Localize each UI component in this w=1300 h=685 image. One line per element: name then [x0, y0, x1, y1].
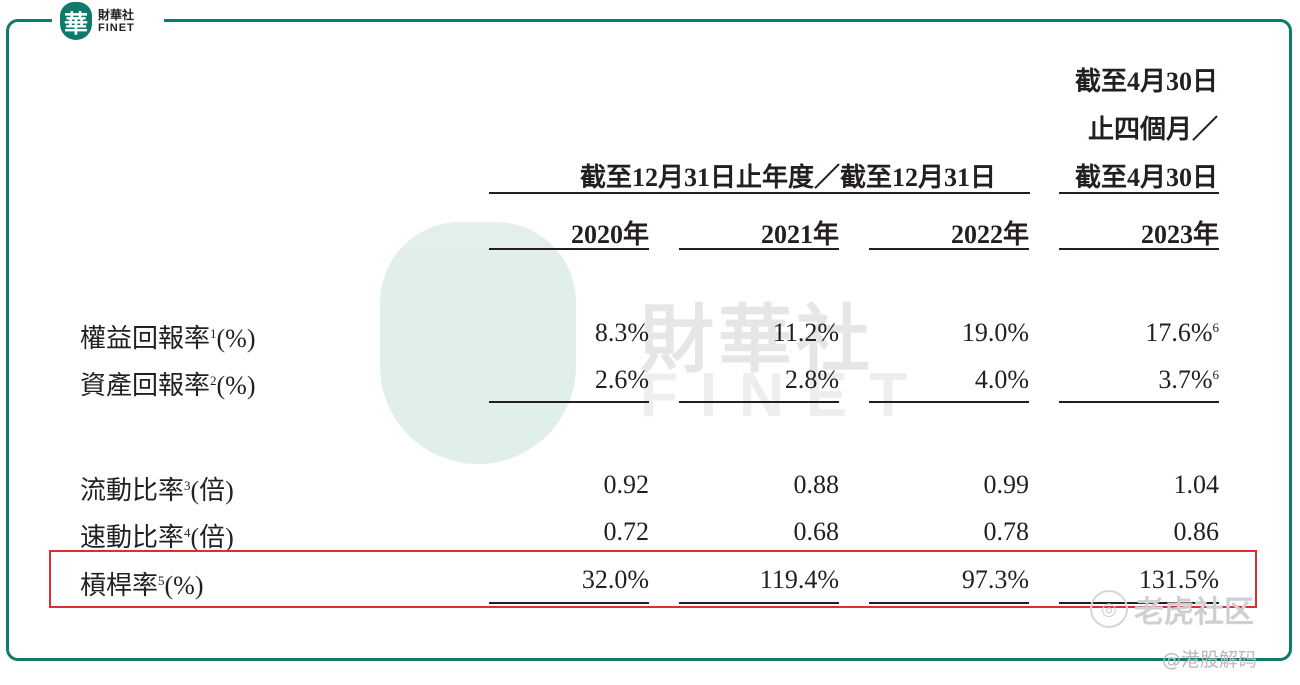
logo-seal-icon: 華 [60, 2, 92, 40]
row-label-roe: 權益回報率1(%) [80, 324, 256, 353]
cell-roe-2020: 8.3% [594, 318, 649, 347]
cell-current-2023: 1.04 [1173, 470, 1220, 499]
cell-roa-2021: 2.8% [784, 365, 839, 394]
leverage-highlight-box [49, 550, 1257, 608]
header-group-interim-line3: 截至4月30日 [1074, 163, 1218, 192]
row-note: 3 [184, 478, 191, 493]
section-rule-2020 [489, 401, 649, 403]
year-2021: 2021年 [760, 220, 839, 249]
tiger-logo-icon: ◎ [1090, 590, 1128, 628]
cell-roe-2021: 11.2% [772, 318, 839, 347]
logo-name-en: FINET [98, 21, 135, 34]
logo-text: 財華社 FINET [98, 9, 135, 34]
row-label-leverage: 槓桿率5(%) [80, 571, 204, 600]
year-rule-2020 [489, 248, 649, 250]
cell-quick-2022: 0.78 [983, 517, 1030, 546]
row-note: 1 [210, 326, 217, 341]
cell-quick-2020: 0.72 [603, 517, 650, 546]
cell-leverage-2021: 119.4% [759, 565, 839, 594]
row-label-roa: 資產回報率2(%) [80, 371, 256, 400]
section-rule-2022 [869, 401, 1029, 403]
year-rule-2022 [869, 248, 1029, 250]
header-group-interim-line2: 止四個月／ [1087, 115, 1218, 144]
finet-logo: 華 財華社 FINET [52, 0, 164, 42]
cell-quick-2023: 0.86 [1173, 517, 1220, 546]
bottom-rule-2020 [489, 602, 649, 604]
bottom-rule-2021 [679, 602, 839, 604]
bottom-rule-2023 [1059, 602, 1219, 604]
cell-leverage-2020: 32.0% [581, 565, 649, 594]
cell-current-2020: 0.92 [603, 470, 650, 499]
year-rule-2021 [679, 248, 839, 250]
watermark-name-cn: 財華社 [640, 297, 874, 383]
row-note: 2 [210, 373, 217, 388]
row-label-current-ratio: 流動比率3(倍) [80, 476, 234, 505]
cell-leverage-2023: 131.5% [1138, 565, 1219, 594]
year-2023: 2023年 [1140, 220, 1219, 249]
author-credit: @港股解码 [1162, 649, 1258, 671]
logo-name-cn: 財華社 [98, 7, 135, 22]
header-group-annual-rule [489, 192, 1030, 194]
tiger-text: 老虎社区 [1134, 595, 1254, 630]
year-rule-2023 [1059, 248, 1219, 250]
section-rule-2023 [1059, 401, 1219, 403]
header-group-interim-line1: 截至4月30日 [1074, 67, 1218, 96]
watermark-seal-icon: 華 [380, 222, 576, 464]
year-2020: 2020年 [570, 220, 649, 249]
cell-quick-2021: 0.68 [793, 517, 840, 546]
page-frame [6, 19, 1292, 661]
cell-current-2022: 0.99 [983, 470, 1030, 499]
section-rule-2021 [679, 401, 839, 403]
cell-roe-2022: 19.0% [961, 318, 1029, 347]
year-2022: 2022年 [950, 220, 1029, 249]
bottom-rule-2022 [869, 602, 1029, 604]
cell-leverage-2022: 97.3% [961, 565, 1029, 594]
cell-note: 6 [1212, 367, 1220, 382]
cell-roe-2023: 17.6%6 [1145, 318, 1220, 347]
cell-note: 6 [1212, 320, 1220, 335]
cell-roa-2023: 3.7%6 [1158, 365, 1220, 394]
cell-roa-2022: 4.0% [974, 365, 1029, 394]
cell-roa-2020: 2.6% [594, 365, 649, 394]
row-note: 5 [158, 573, 165, 588]
header-group-interim-rule [1059, 192, 1219, 194]
watermark-name-en: FINET [640, 361, 930, 430]
header-group-annual: 截至12月31日止年度／截至12月31日 [579, 163, 996, 192]
cell-current-2021: 0.88 [793, 470, 840, 499]
row-note: 4 [184, 525, 191, 540]
tiger-community-watermark: ◎ 老虎社区 [1090, 587, 1254, 631]
row-label-quick-ratio: 速動比率4(倍) [80, 523, 234, 552]
